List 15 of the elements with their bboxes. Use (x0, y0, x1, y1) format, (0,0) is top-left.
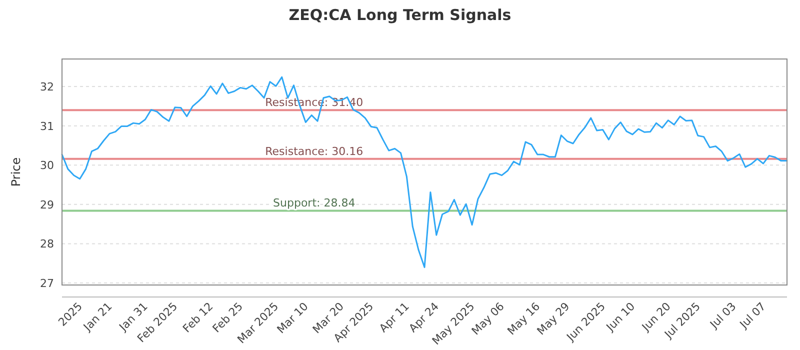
y-tick-label: 27 (40, 277, 54, 290)
x-tick-label: Jun 10 (603, 300, 638, 334)
line-series (61, 76, 788, 268)
ref-line-label: Support: 28.84 (273, 196, 356, 210)
y-tick-label: 32 (40, 80, 54, 94)
chart-title: ZEQ:CA Long Term Signals (288, 6, 512, 24)
y-tick-label: 28 (40, 238, 54, 251)
x-tick-label: Jul 03 (706, 300, 739, 332)
y-tick-label: 30 (40, 159, 54, 172)
ref-line-label: Resistance: 30.16 (265, 144, 364, 158)
x-tick-label: Jul 07 (736, 300, 768, 332)
y-tick-label: 31 (40, 120, 54, 133)
y-axis-title: Price (9, 157, 23, 187)
y-tick-label: 29 (40, 198, 54, 212)
x-tick-label: Jan 21 (80, 300, 115, 334)
